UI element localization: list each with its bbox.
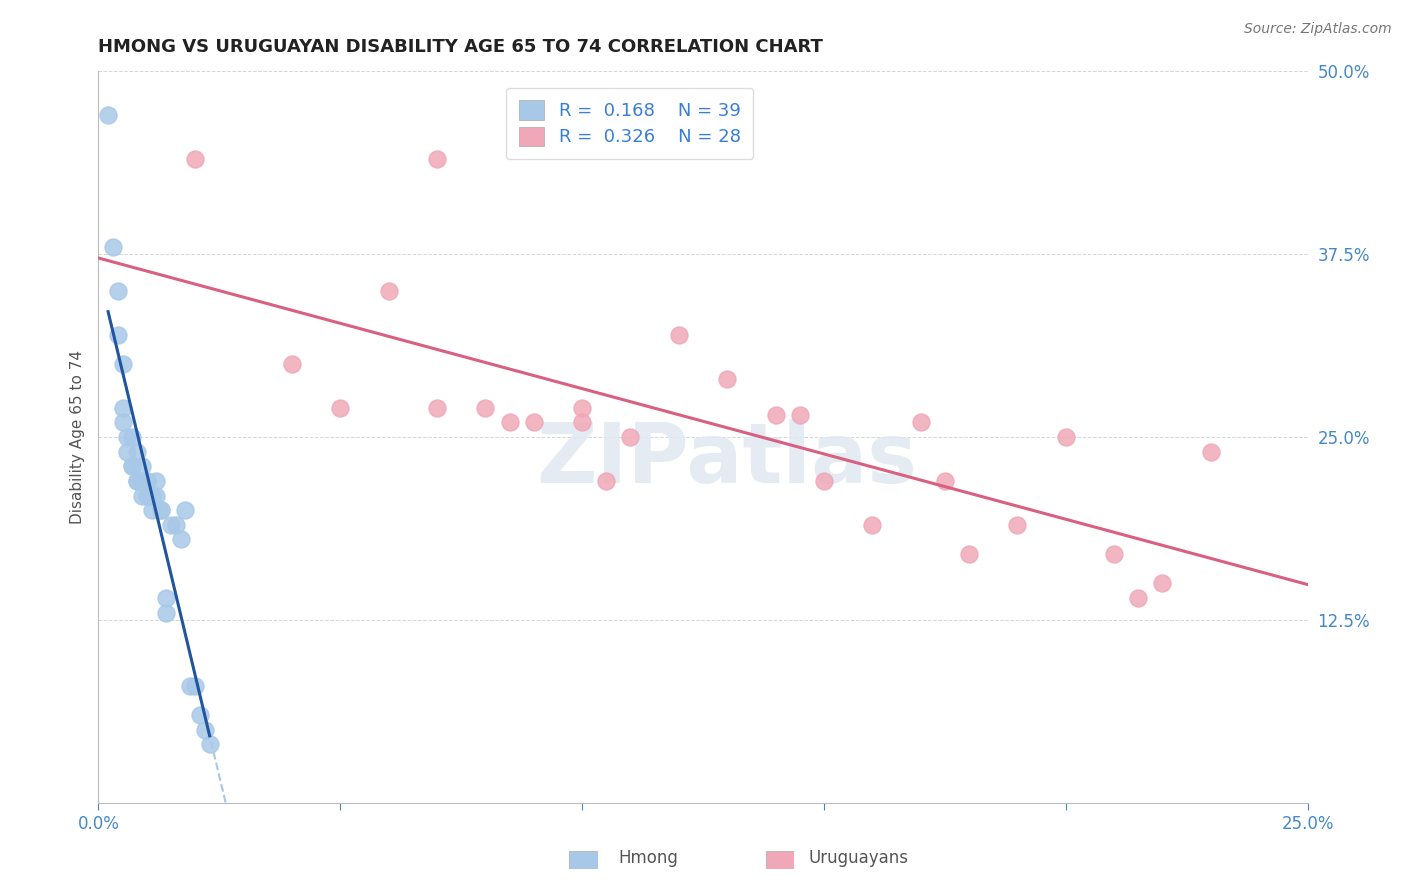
Point (1102, 547, 1125, 561)
Legend: R =  0.168    N = 39, R =  0.326    N = 28: R = 0.168 N = 39, R = 0.326 N = 28 (506, 87, 754, 159)
Point (141, 489, 163, 503)
Point (127, 474, 149, 488)
Point (121, 459, 143, 474)
Point (111, 401, 134, 415)
Point (957, 547, 980, 561)
Point (571, 416, 593, 430)
Text: ZIPatlas: ZIPatlas (537, 418, 918, 500)
Point (121, 459, 143, 474)
Point (571, 401, 593, 415)
Point (97, 108, 120, 122)
Point (155, 606, 177, 620)
Point (107, 284, 129, 298)
Point (523, 416, 546, 430)
Point (101, 240, 124, 254)
Point (135, 489, 157, 503)
Point (135, 489, 157, 503)
Point (595, 474, 617, 488)
Point (813, 474, 835, 488)
Point (150, 503, 173, 517)
Point (160, 517, 183, 532)
Point (716, 371, 738, 385)
Y-axis label: Disability Age 65 to 74: Disability Age 65 to 74 (69, 350, 84, 524)
Text: Hmong: Hmong (619, 849, 679, 867)
Point (131, 474, 153, 488)
Point (131, 489, 153, 503)
Text: Source: ZipAtlas.com: Source: ZipAtlas.com (1244, 22, 1392, 37)
Point (165, 517, 187, 532)
Point (934, 474, 956, 488)
Point (127, 444, 149, 458)
Point (765, 408, 787, 422)
Text: Uruguayans: Uruguayans (808, 849, 908, 867)
Point (121, 430, 143, 444)
Point (619, 430, 641, 444)
Point (188, 708, 211, 723)
Point (1152, 576, 1174, 591)
Point (184, 679, 207, 693)
Point (117, 444, 139, 458)
Point (377, 284, 399, 298)
Point (668, 327, 690, 342)
Point (111, 357, 134, 371)
Point (1054, 430, 1077, 444)
Point (789, 408, 811, 422)
Point (474, 401, 496, 415)
Point (117, 430, 139, 444)
Point (135, 474, 157, 488)
Point (145, 474, 167, 488)
Point (145, 489, 167, 503)
Point (141, 503, 163, 517)
Point (107, 327, 129, 342)
Point (127, 474, 149, 488)
Point (150, 503, 173, 517)
Point (426, 401, 449, 415)
Point (426, 152, 449, 166)
Point (1199, 444, 1222, 458)
Point (329, 401, 352, 415)
Text: HMONG VS URUGUAYAN DISABILITY AGE 65 TO 74 CORRELATION CHART: HMONG VS URUGUAYAN DISABILITY AGE 65 TO … (98, 38, 824, 56)
Point (111, 416, 134, 430)
Point (194, 723, 217, 737)
Point (1128, 591, 1150, 605)
Point (169, 533, 191, 547)
Point (910, 416, 932, 430)
Point (198, 737, 221, 751)
Point (174, 503, 197, 517)
Point (179, 679, 201, 693)
Point (155, 591, 177, 605)
Point (135, 474, 157, 488)
Point (498, 416, 520, 430)
Point (131, 459, 153, 474)
Point (1007, 517, 1029, 532)
Point (184, 152, 207, 166)
Point (860, 517, 883, 532)
Point (281, 357, 304, 371)
